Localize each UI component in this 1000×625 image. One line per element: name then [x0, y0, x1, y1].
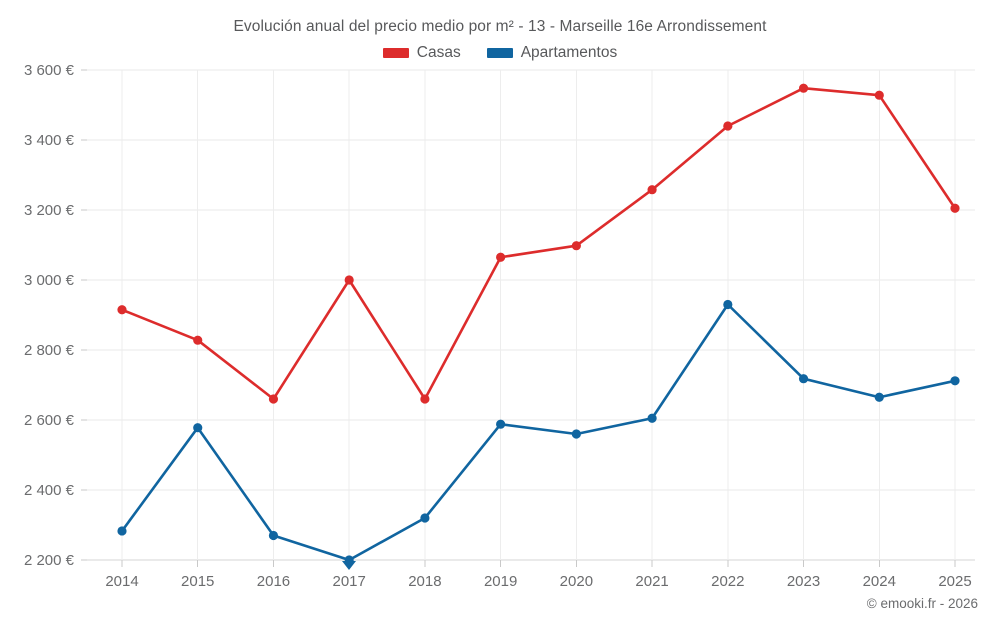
datapoint-casas-2015[interactable]: 2015: 2828 €	[193, 335, 203, 345]
legend-label-apartamentos: Apartamentos	[520, 44, 618, 61]
x-axis-label-2022[interactable]: 2022	[711, 573, 744, 590]
line-casas	[120, 86, 957, 401]
hover-marker-icon	[342, 561, 357, 570]
legend-swatch-apartamentos	[486, 48, 513, 58]
y-axis-label-2600: 2 600 €	[24, 412, 75, 429]
y-axis-labels: 3 600 € 3 400 € 3 200 € 3 000 € 2 800 € 2 600…	[24, 62, 75, 569]
datapoint-apartamentos-2020[interactable]: 2020: 2560 €	[571, 429, 581, 439]
datapoint-casas-2022[interactable]: 2022: 3440 €	[723, 121, 733, 131]
datapoint-apartamentos-2025[interactable]: 2025: 2712 €	[950, 376, 960, 386]
series-casas: 2014: 2915 € 2015: 2828 € 2016: 2660 € 2017…	[117, 83, 960, 404]
datapoint-casas-2020[interactable]: 2020: 3098 €	[571, 241, 581, 251]
chart-legend: Casas Apartamentos	[0, 44, 1000, 62]
footer-credit: © emooki.fr - 2026	[866, 596, 978, 611]
datapoint-casas-2024[interactable]: 2024: 3528 €	[874, 90, 884, 100]
x-axis-label-2025[interactable]: 2025	[938, 573, 971, 590]
grid-horizontal	[81, 69, 975, 561]
y-axis-label-3200: 3 200 €	[24, 202, 75, 219]
x-axis-label-2017[interactable]: 2017	[332, 573, 365, 590]
y-axis-label-3000: 3 000 €	[24, 272, 75, 289]
datapoint-casas-2023[interactable]: 2023: 3548 €	[798, 83, 809, 93]
x-axis-label-2019[interactable]: 2019	[484, 573, 517, 590]
x-axis-label-2015[interactable]: 2015	[181, 573, 214, 590]
line-apartamentos	[120, 303, 957, 562]
x-axis-labels: 2014 2015 2016 2017 2018 2019 2020 2021 2022 2023…	[105, 573, 971, 590]
grid-vertical	[121, 70, 956, 567]
legend-swatch-casas	[382, 48, 409, 58]
y-axis-label-3600: 3 600 €	[24, 62, 75, 79]
y-axis-label-2800: 2 800 €	[24, 342, 75, 359]
chart-title: Evolución anual del precio medio por m² …	[233, 18, 767, 35]
legend-item-apartamentos[interactable]: Apartamentos	[486, 44, 618, 62]
x-axis-label-2021[interactable]: 2021	[635, 573, 668, 590]
datapoint-apartamentos-2021[interactable]: 2021: 2605 €	[647, 413, 657, 423]
datapoint-apartamentos-2014[interactable]: 2014: 2283 €	[117, 526, 127, 536]
x-axis-label-2020[interactable]: 2020	[560, 573, 593, 590]
datapoint-casas-2016[interactable]: 2016: 2660 €	[268, 394, 279, 404]
series-apartamentos: 2014: 2283 €2015: 2578 €2016: 2270 €2017…	[117, 299, 960, 565]
datapoint-casas-2021[interactable]: 2021: 3258 €	[647, 185, 657, 195]
datapoint-apartamentos-2023[interactable]: 2023: 2718 €	[798, 374, 809, 384]
x-axis-label-2014[interactable]: 2014	[105, 573, 138, 590]
datapoint-casas-2019[interactable]: 2019: 3065 €	[496, 252, 506, 262]
legend-item-casas[interactable]: Casas	[382, 44, 461, 62]
x-axis-label-2024[interactable]: 2024	[863, 573, 896, 590]
datapoint-apartamentos-2019[interactable]: 2019: 2588 €	[496, 419, 506, 429]
datapoint-apartamentos-2024[interactable]: 2024: 2665 €	[874, 392, 884, 402]
y-axis-label-3400: 3 400 €	[24, 132, 75, 149]
datapoint-apartamentos-2022[interactable]: 2022: 2930 €	[723, 299, 733, 310]
x-axis-label-2016[interactable]: 2016	[257, 573, 290, 590]
datapoint-casas-2014[interactable]: 2014: 2915 €	[117, 305, 127, 315]
datapoint-apartamentos-2015[interactable]: 2015: 2578 €	[193, 423, 203, 433]
x-axis-label-2023[interactable]: 2023	[787, 573, 820, 590]
y-axis-label-2200: 2 200 €	[24, 552, 75, 569]
y-axis-label-2400: 2 400 €	[24, 482, 75, 499]
x-axis-label-2018[interactable]: 2018	[408, 573, 441, 590]
datapoint-apartamentos-2016[interactable]: 2016: 2270 €	[268, 530, 279, 541]
datapoint-casas-2025[interactable]: 2025: 3205 €	[950, 203, 960, 213]
datapoint-casas-2018[interactable]: 2018: 2660 €	[420, 394, 430, 404]
legend-label-casas: Casas	[416, 44, 461, 61]
